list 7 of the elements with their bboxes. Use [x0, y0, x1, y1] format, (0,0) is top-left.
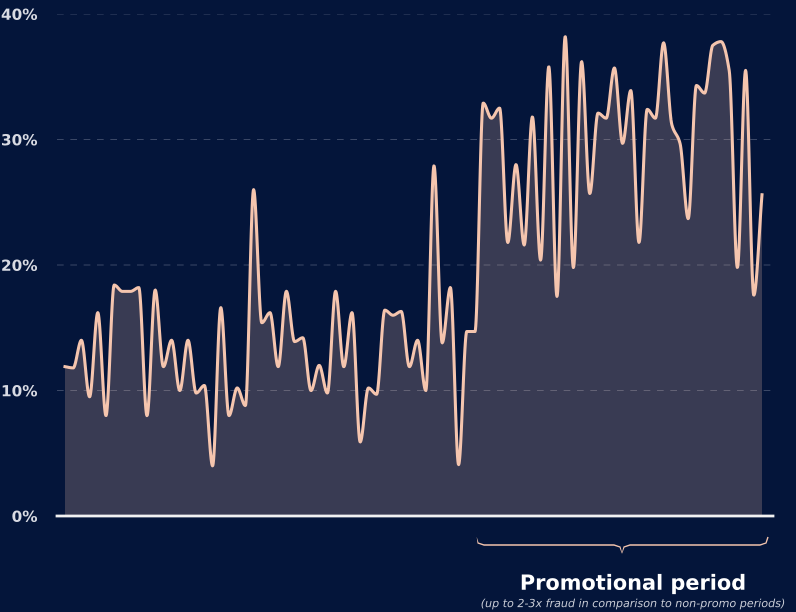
text: Promotional period [522, 574, 744, 594]
y-tick-label: 40% [2, 8, 38, 20]
text: (up to 2-3x fraud in comparison to non-promo periods) [482, 598, 784, 610]
y-tick-label: 30% [2, 134, 38, 146]
y-tick-label: 20% [2, 259, 38, 272]
y-tick-label: 10% [2, 384, 38, 397]
y-tick-label: 0% [12, 510, 38, 522]
